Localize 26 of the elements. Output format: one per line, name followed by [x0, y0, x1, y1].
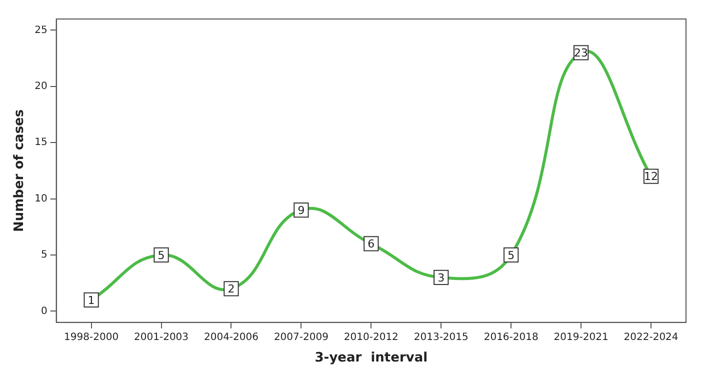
- x-tick-label: 2013-2015: [414, 332, 468, 343]
- data-label: 3: [438, 271, 445, 284]
- data-label: 5: [158, 248, 165, 262]
- x-tick-label: 2019-2021: [554, 332, 608, 343]
- data-label: 6: [368, 238, 375, 251]
- y-tick-label: 10: [34, 193, 48, 204]
- x-tick-label: 2022-2024: [624, 332, 678, 343]
- x-axis-title: 3-year interval: [314, 350, 428, 366]
- x-tick-label: 1998-2000: [64, 332, 119, 343]
- y-tick-label: 15: [34, 137, 48, 148]
- data-label: 23: [574, 46, 588, 60]
- x-tick-label: 2007-2009: [274, 332, 328, 343]
- data-label: 9: [298, 204, 305, 217]
- data-label: 2: [228, 282, 235, 296]
- y-axis-title: Number of cases: [12, 109, 28, 232]
- x-tick-label: 2016-2018: [484, 332, 538, 343]
- data-label: 5: [508, 248, 515, 262]
- y-tick-label: 25: [34, 24, 48, 36]
- x-tick-label: 2004-2006: [204, 332, 258, 343]
- data-label: 12: [644, 170, 658, 184]
- y-tick-label: 0: [40, 306, 48, 317]
- y-tick-label: 5: [40, 250, 48, 261]
- y-tick-label: 20: [34, 81, 48, 92]
- data-label: 1: [88, 294, 95, 307]
- x-tick-label: 2001-2003: [134, 332, 189, 343]
- x-tick-label: 2010-2012: [344, 332, 398, 343]
